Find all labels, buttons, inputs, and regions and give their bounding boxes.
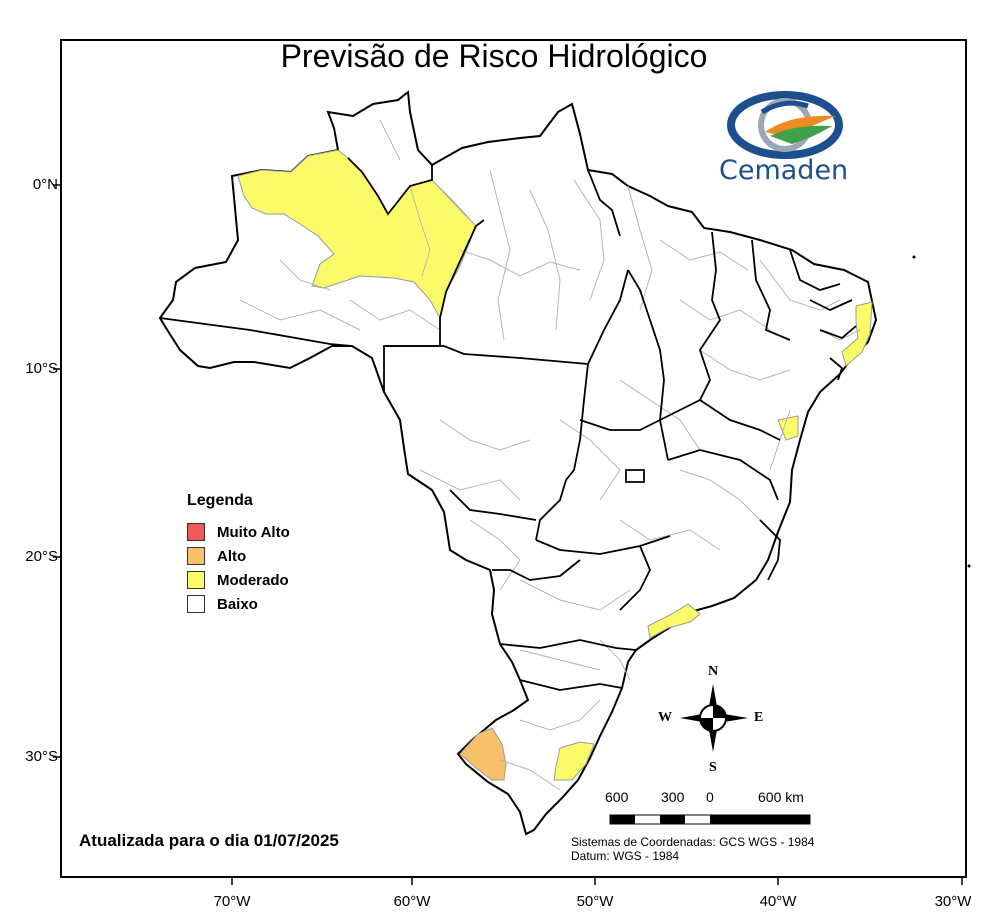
risk-moderate-areas xyxy=(237,149,873,781)
legend-swatch-moderado xyxy=(187,571,205,589)
coordinate-system: Sistemas de Coordenadas: GCS WGS - 1984 xyxy=(571,835,815,849)
scale-label-0: 0 xyxy=(706,789,714,805)
cemaden-logo-text: Cemaden xyxy=(719,155,849,186)
legend-swatch-alto xyxy=(187,547,205,565)
longitude-label-60w: 60°W xyxy=(393,893,431,910)
compass-south-label: S xyxy=(709,760,717,775)
legend-item-moderado: Moderado xyxy=(187,568,290,592)
scale-label-600: 600 xyxy=(605,789,629,805)
legend: Legenda Muito Alto Alto Moderado Baixo xyxy=(187,492,290,616)
legend-label: Moderado xyxy=(217,571,289,589)
latitude-label-20s: 20°S xyxy=(25,548,58,565)
legend-label: Alto xyxy=(217,547,247,565)
legend-item-baixo: Baixo xyxy=(187,592,290,616)
longitude-label-70w: 70°W xyxy=(213,893,251,910)
latitude-label-30s: 30°S xyxy=(25,748,58,765)
scale-label-600km: 600 km xyxy=(758,789,804,805)
legend-item-muito-alto: Muito Alto xyxy=(187,520,290,544)
legend-item-alto: Alto xyxy=(187,544,290,568)
compass-east-label: E xyxy=(754,710,764,725)
datum: Datum: WGS - 1984 xyxy=(571,849,680,863)
legend-label: Baixo xyxy=(217,595,258,613)
cemaden-logo-icon xyxy=(727,91,843,159)
longitude-label-50w: 50°W xyxy=(576,893,614,910)
coordinate-note: Sistemas de Coordenadas: GCS WGS - 1984 … xyxy=(571,835,814,863)
scale-bar xyxy=(609,814,811,825)
axis-ticks xyxy=(53,184,963,885)
legend-label: Muito Alto xyxy=(217,523,290,541)
compass-rose-icon xyxy=(680,684,748,752)
latitude-label-10s: 10°S xyxy=(25,360,58,377)
scale-label-300: 300 xyxy=(661,789,685,805)
legend-swatch-muito-alto xyxy=(187,523,205,541)
legend-swatch-baixo xyxy=(187,595,205,613)
latitude-label-0: 0°N xyxy=(32,176,58,193)
updated-date: Atualizada para o dia 01/07/2025 xyxy=(79,831,339,850)
municipal-boundaries xyxy=(239,119,861,791)
state-boundaries xyxy=(159,157,857,691)
compass-west-label: W xyxy=(658,710,672,725)
compass-north-label: N xyxy=(708,664,719,679)
longitude-label-30w: 30°W xyxy=(934,893,972,910)
longitude-label-40w: 40°W xyxy=(759,893,797,910)
legend-title: Legenda xyxy=(187,492,253,509)
risk-high-area xyxy=(459,727,507,781)
page-title: Previsão de Risco Hidrológico xyxy=(280,38,708,74)
